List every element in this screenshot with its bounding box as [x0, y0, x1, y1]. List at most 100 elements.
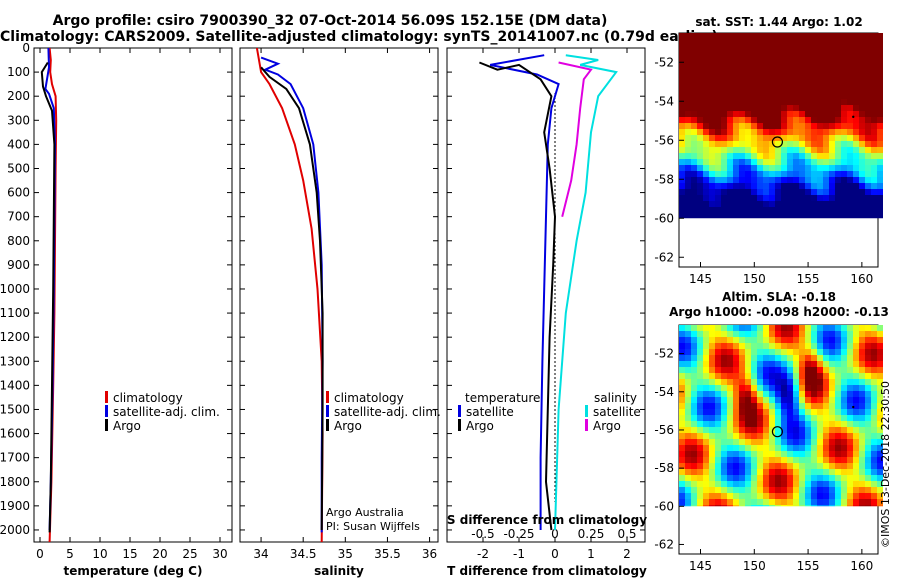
- map-cell: [841, 165, 847, 171]
- map-cell: [781, 183, 787, 189]
- map-cell: [811, 117, 817, 123]
- map-cell: [805, 207, 811, 213]
- map-cell: [751, 129, 757, 135]
- map-cell: [691, 355, 697, 361]
- map-cell: [679, 373, 685, 379]
- map-cell: [739, 189, 745, 195]
- map-cell: [853, 367, 859, 373]
- map-cell: [751, 337, 757, 343]
- map-cell: [865, 69, 871, 75]
- map-cell: [829, 505, 835, 507]
- map-cell: [805, 69, 811, 75]
- map-cell: [817, 427, 823, 433]
- map-cell: [781, 99, 787, 105]
- map-cell: [715, 45, 721, 51]
- map-cell: [877, 337, 883, 343]
- map-cell: [781, 123, 787, 129]
- map-cell: [781, 45, 787, 51]
- map-cell: [835, 325, 841, 331]
- map-cell: [805, 409, 811, 415]
- map-cell: [757, 87, 763, 93]
- map-cell: [679, 463, 685, 469]
- map-cell: [853, 63, 859, 69]
- map-cell: [805, 189, 811, 195]
- map-cell: [859, 469, 865, 475]
- map-cell: [841, 105, 847, 111]
- map-cell: [817, 135, 823, 141]
- map-cell: [841, 415, 847, 421]
- map-cell: [739, 325, 745, 331]
- map-cell: [715, 409, 721, 415]
- map-cell: [733, 391, 739, 397]
- map-cell: [799, 183, 805, 189]
- map-cell: [877, 409, 883, 415]
- map-cell: [757, 487, 763, 493]
- map-cell: [715, 463, 721, 469]
- map-cell: [691, 183, 697, 189]
- map-cell: [817, 505, 823, 507]
- map-cell: [811, 183, 817, 189]
- map-cell: [805, 33, 811, 39]
- map-cell: [763, 433, 769, 439]
- map-cell: [835, 385, 841, 391]
- map-cell: [733, 207, 739, 213]
- map-cell: [697, 433, 703, 439]
- map-cell: [769, 445, 775, 451]
- map-cell: [817, 325, 823, 331]
- map-cell: [877, 499, 883, 505]
- map-cell: [817, 153, 823, 159]
- map-cell: [751, 93, 757, 99]
- ytick-label: 1300: [0, 354, 30, 368]
- map-cell: [823, 499, 829, 505]
- map-cell: [847, 33, 853, 39]
- map-cell: [853, 469, 859, 475]
- map-cell: [721, 147, 727, 153]
- map-cell: [859, 99, 865, 105]
- map-cell: [715, 171, 721, 177]
- map-cell: [793, 51, 799, 57]
- map-xtick-label: 145: [689, 559, 712, 573]
- map-cell: [847, 69, 853, 75]
- map-cell: [859, 51, 865, 57]
- map-cell: [841, 379, 847, 385]
- map-cell: [763, 415, 769, 421]
- map-cell: [871, 159, 877, 165]
- map-cell: [877, 33, 883, 39]
- xtick-label: 10: [92, 547, 107, 561]
- map-cell: [781, 409, 787, 415]
- map-cell: [703, 189, 709, 195]
- map-cell: [715, 427, 721, 433]
- map-cell: [703, 135, 709, 141]
- map-cell: [871, 105, 877, 111]
- map-cell: [877, 81, 883, 87]
- map-cell: [847, 177, 853, 183]
- map-cell: [793, 147, 799, 153]
- map-cell: [859, 69, 865, 75]
- series-line-argo: [260, 66, 324, 531]
- map-cell: [691, 445, 697, 451]
- map-cell: [745, 337, 751, 343]
- map-cell: [763, 105, 769, 111]
- map-cell: [691, 379, 697, 385]
- map-cell: [685, 421, 691, 427]
- map-cell: [745, 171, 751, 177]
- map-cell: [721, 487, 727, 493]
- map-cell: [769, 189, 775, 195]
- map-cell: [841, 349, 847, 355]
- map-cell: [769, 421, 775, 427]
- map-cell: [865, 87, 871, 93]
- map-cell: [739, 75, 745, 81]
- map-cell: [697, 355, 703, 361]
- map-cell: [823, 165, 829, 171]
- map-cell: [703, 463, 709, 469]
- map-cell: [781, 207, 787, 213]
- map-cell: [745, 373, 751, 379]
- map-cell: [751, 349, 757, 355]
- map-cell: [739, 57, 745, 63]
- map-cell: [727, 349, 733, 355]
- map-cell: [691, 33, 697, 39]
- map-cell: [679, 433, 685, 439]
- map-cell: [721, 385, 727, 391]
- map-cell: [739, 33, 745, 39]
- ytick-label: 1700: [0, 451, 30, 465]
